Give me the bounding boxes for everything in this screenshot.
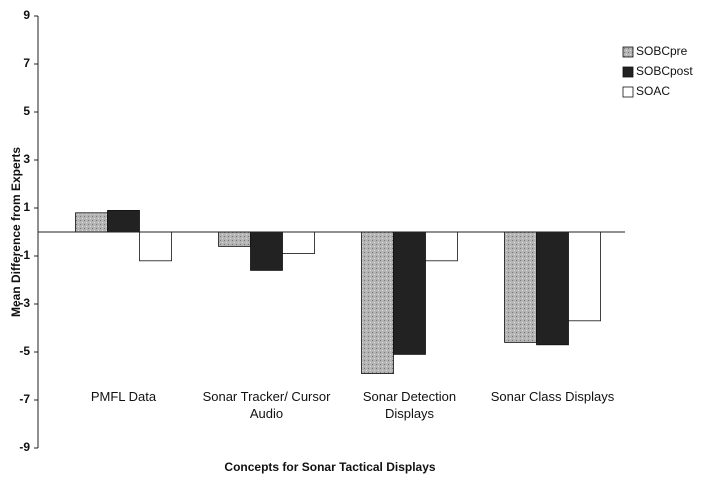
legend-swatch: [622, 46, 634, 58]
bar: [568, 231, 601, 322]
x-tick-label: Sonar Detection Displays: [362, 389, 457, 421]
legend-label: SOBCpost: [636, 64, 693, 78]
y-tick-label: 5: [23, 104, 30, 118]
y-axis-title: Mean Difference from Experts: [9, 147, 23, 317]
bar: [504, 231, 537, 343]
y-tick-label: 7: [23, 56, 30, 70]
legend-swatch: [622, 86, 634, 98]
y-tick-label: 1: [23, 200, 30, 214]
legend-label: SOBCpre: [636, 44, 688, 58]
bar: [536, 231, 569, 346]
y-tick-label: -9: [19, 440, 30, 454]
bar: [282, 231, 315, 255]
bar: [250, 231, 283, 271]
y-tick-label: 3: [23, 152, 30, 166]
bar: [393, 231, 426, 355]
bar: [139, 231, 172, 262]
bar: [425, 231, 458, 262]
bar: [107, 209, 140, 233]
x-tick-label: Sonar Tracker/ Cursor Audio: [202, 389, 331, 421]
y-tick-label: -3: [19, 296, 30, 310]
bar: [361, 231, 394, 375]
legend-swatch: [622, 66, 634, 78]
y-tick-label: -1: [19, 248, 30, 262]
x-tick-label: PMFL Data: [90, 389, 157, 404]
y-tick-label: 9: [23, 8, 30, 22]
x-tick-label: Sonar Class Displays: [490, 389, 615, 404]
bar: [75, 212, 108, 233]
y-tick-label: -7: [19, 392, 30, 406]
legend-label: SOAC: [636, 84, 670, 98]
bar: [218, 231, 251, 247]
x-axis-title: Concepts for Sonar Tactical Displays: [224, 460, 435, 474]
y-tick-label: -5: [19, 344, 30, 358]
